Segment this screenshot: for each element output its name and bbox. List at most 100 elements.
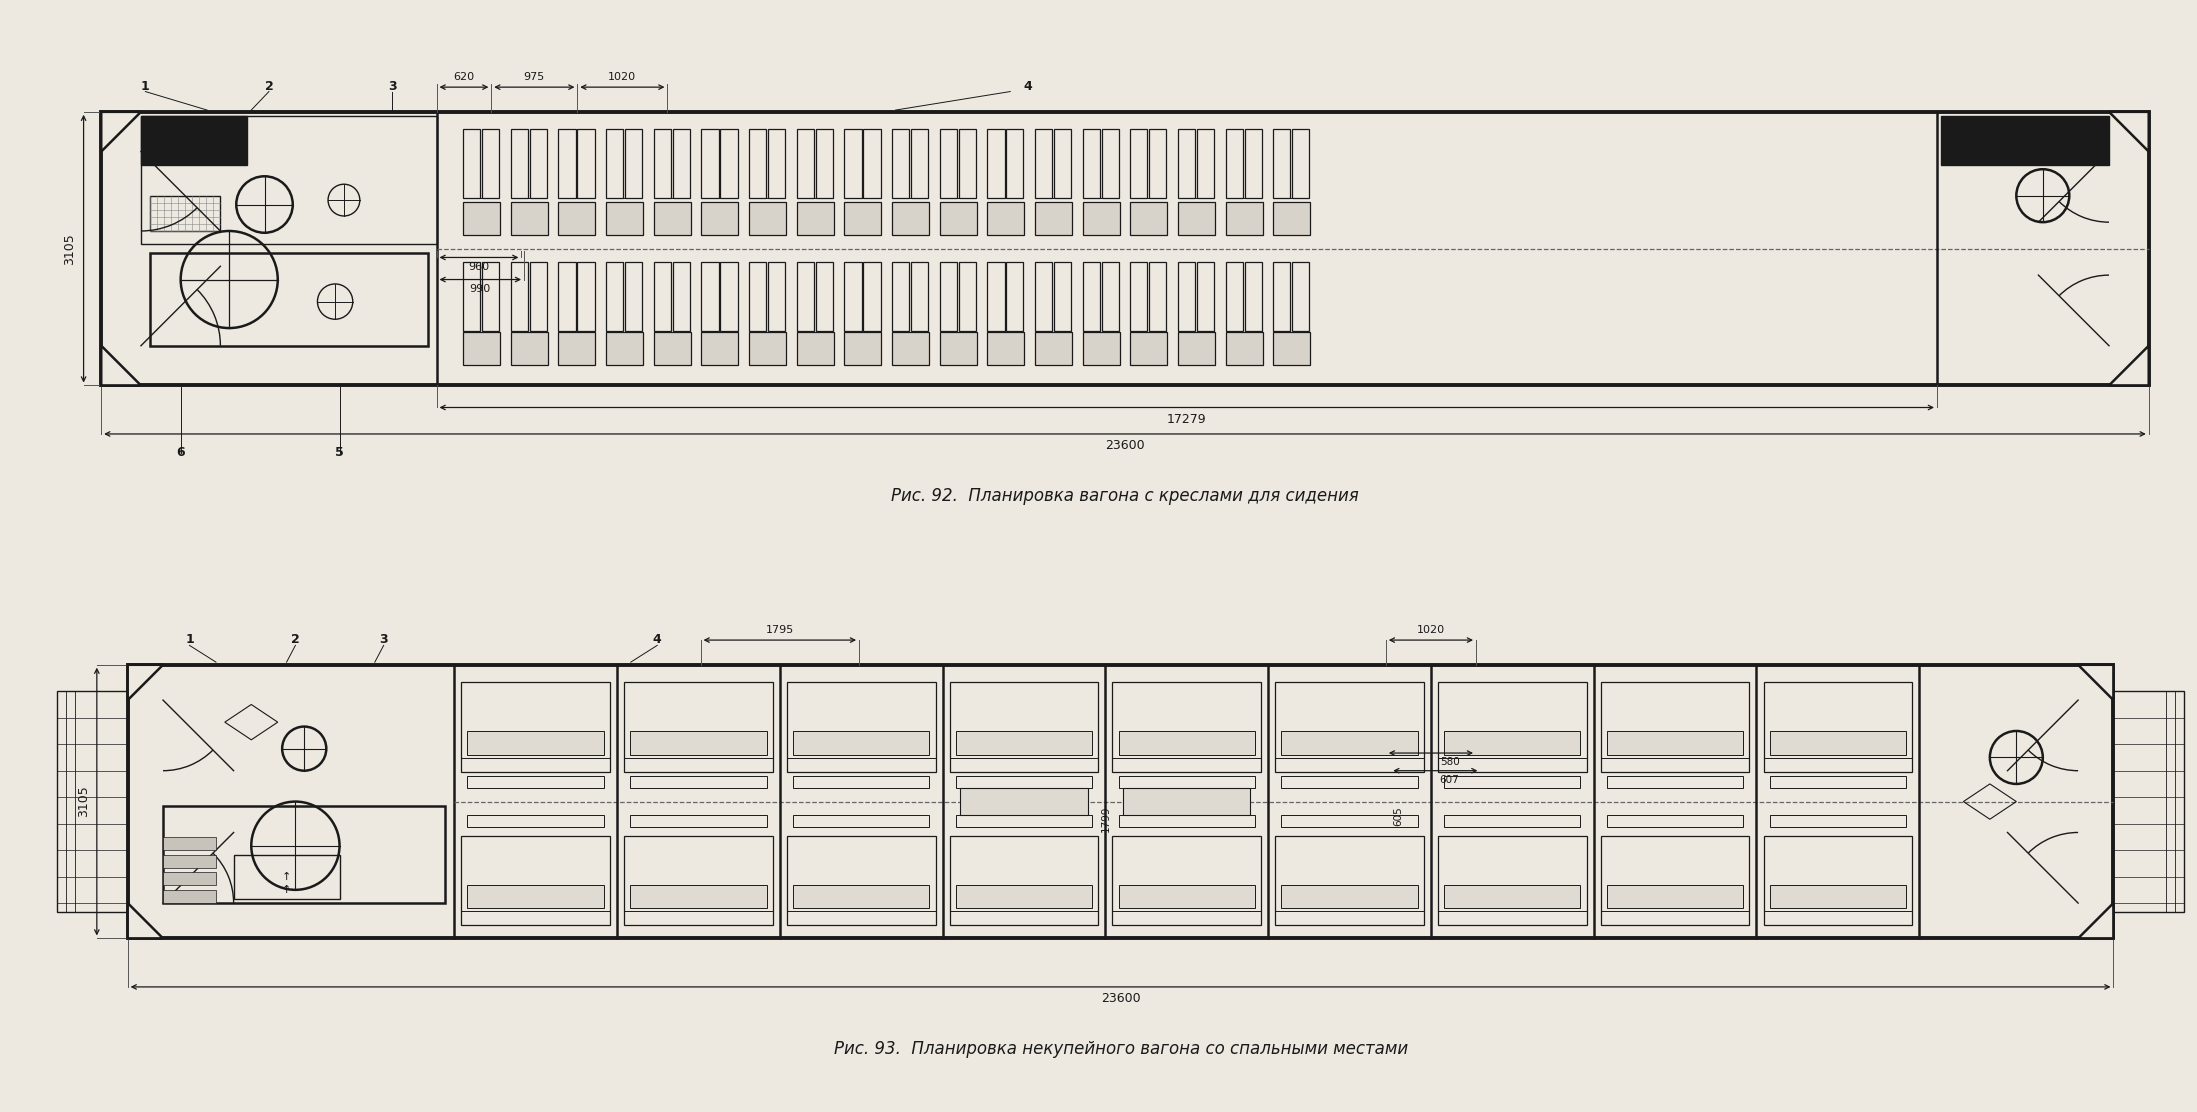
- Text: 3105: 3105: [77, 786, 90, 817]
- Bar: [892, 331, 929, 366]
- Bar: [958, 129, 975, 198]
- Bar: [1274, 129, 1290, 198]
- Bar: [1055, 262, 1072, 330]
- Bar: [1281, 732, 1417, 755]
- Bar: [510, 331, 547, 366]
- Bar: [606, 201, 644, 236]
- Bar: [1197, 262, 1215, 330]
- Polygon shape: [2078, 665, 2114, 701]
- Bar: [57, 692, 127, 912]
- Bar: [1281, 776, 1417, 788]
- Bar: [1035, 331, 1072, 366]
- Bar: [798, 262, 813, 330]
- Bar: [606, 262, 624, 330]
- Text: 3: 3: [389, 80, 398, 92]
- Bar: [793, 815, 929, 827]
- Bar: [1771, 885, 1907, 909]
- Bar: [2114, 692, 2184, 912]
- Bar: [481, 262, 499, 330]
- Bar: [1443, 815, 1580, 827]
- Bar: [749, 129, 767, 198]
- Bar: [163, 854, 215, 867]
- Text: 23600: 23600: [1101, 992, 1140, 1005]
- Bar: [1101, 262, 1118, 330]
- Bar: [1112, 836, 1261, 925]
- Bar: [701, 129, 718, 198]
- Bar: [940, 262, 958, 330]
- Bar: [798, 331, 833, 366]
- Bar: [101, 112, 2149, 386]
- Bar: [1178, 331, 1215, 366]
- Bar: [956, 815, 1092, 827]
- Bar: [1439, 836, 1586, 925]
- Bar: [1226, 262, 1244, 330]
- Bar: [1083, 331, 1120, 366]
- Bar: [1292, 262, 1309, 330]
- Bar: [986, 201, 1024, 236]
- Text: 4: 4: [653, 633, 661, 646]
- Bar: [624, 129, 642, 198]
- Bar: [1274, 836, 1424, 925]
- Text: 975: 975: [523, 72, 545, 82]
- Text: 620: 620: [453, 72, 475, 82]
- Bar: [956, 732, 1092, 755]
- Text: 5: 5: [336, 446, 345, 459]
- Bar: [1443, 732, 1580, 755]
- Bar: [468, 776, 604, 788]
- Bar: [163, 872, 215, 885]
- Bar: [844, 262, 861, 330]
- Polygon shape: [101, 346, 141, 386]
- Bar: [558, 331, 595, 366]
- Bar: [1129, 262, 1147, 330]
- Polygon shape: [1942, 117, 2109, 165]
- Bar: [558, 129, 576, 198]
- Bar: [510, 262, 527, 330]
- Text: Рис. 92.  Планировка вагона с креслами для сидения: Рис. 92. Планировка вагона с креслами дл…: [892, 487, 1360, 505]
- Bar: [163, 837, 215, 850]
- Bar: [655, 331, 690, 366]
- Bar: [986, 331, 1024, 366]
- Bar: [1112, 683, 1261, 772]
- Bar: [1178, 201, 1215, 236]
- Bar: [464, 201, 501, 236]
- Text: 3: 3: [380, 633, 389, 646]
- Bar: [912, 262, 927, 330]
- Text: 3105: 3105: [64, 232, 77, 265]
- Bar: [1178, 129, 1195, 198]
- Polygon shape: [2078, 903, 2114, 939]
- Bar: [1602, 683, 1749, 772]
- Bar: [863, 262, 881, 330]
- Bar: [461, 683, 611, 772]
- Bar: [624, 836, 773, 925]
- Bar: [510, 129, 527, 198]
- Bar: [844, 201, 881, 236]
- Bar: [558, 262, 576, 330]
- Bar: [1771, 776, 1907, 788]
- Bar: [655, 201, 690, 236]
- Bar: [1274, 683, 1424, 772]
- Bar: [163, 890, 215, 903]
- Bar: [986, 129, 1004, 198]
- Bar: [844, 129, 861, 198]
- Bar: [1118, 776, 1254, 788]
- Bar: [1281, 885, 1417, 909]
- Bar: [1035, 201, 1072, 236]
- Bar: [1274, 262, 1290, 330]
- Bar: [578, 129, 595, 198]
- Bar: [701, 201, 738, 236]
- Bar: [1226, 129, 1244, 198]
- Bar: [1771, 815, 1907, 827]
- Bar: [672, 129, 690, 198]
- Bar: [1771, 732, 1907, 755]
- Bar: [1083, 129, 1101, 198]
- Bar: [1118, 732, 1254, 755]
- Bar: [1606, 776, 1742, 788]
- Bar: [892, 201, 929, 236]
- Text: 1020: 1020: [609, 72, 637, 82]
- Bar: [141, 117, 437, 245]
- Bar: [461, 836, 611, 925]
- Text: 605: 605: [1393, 806, 1404, 826]
- Text: 580: 580: [1439, 757, 1459, 767]
- Bar: [749, 262, 767, 330]
- Bar: [1226, 331, 1263, 366]
